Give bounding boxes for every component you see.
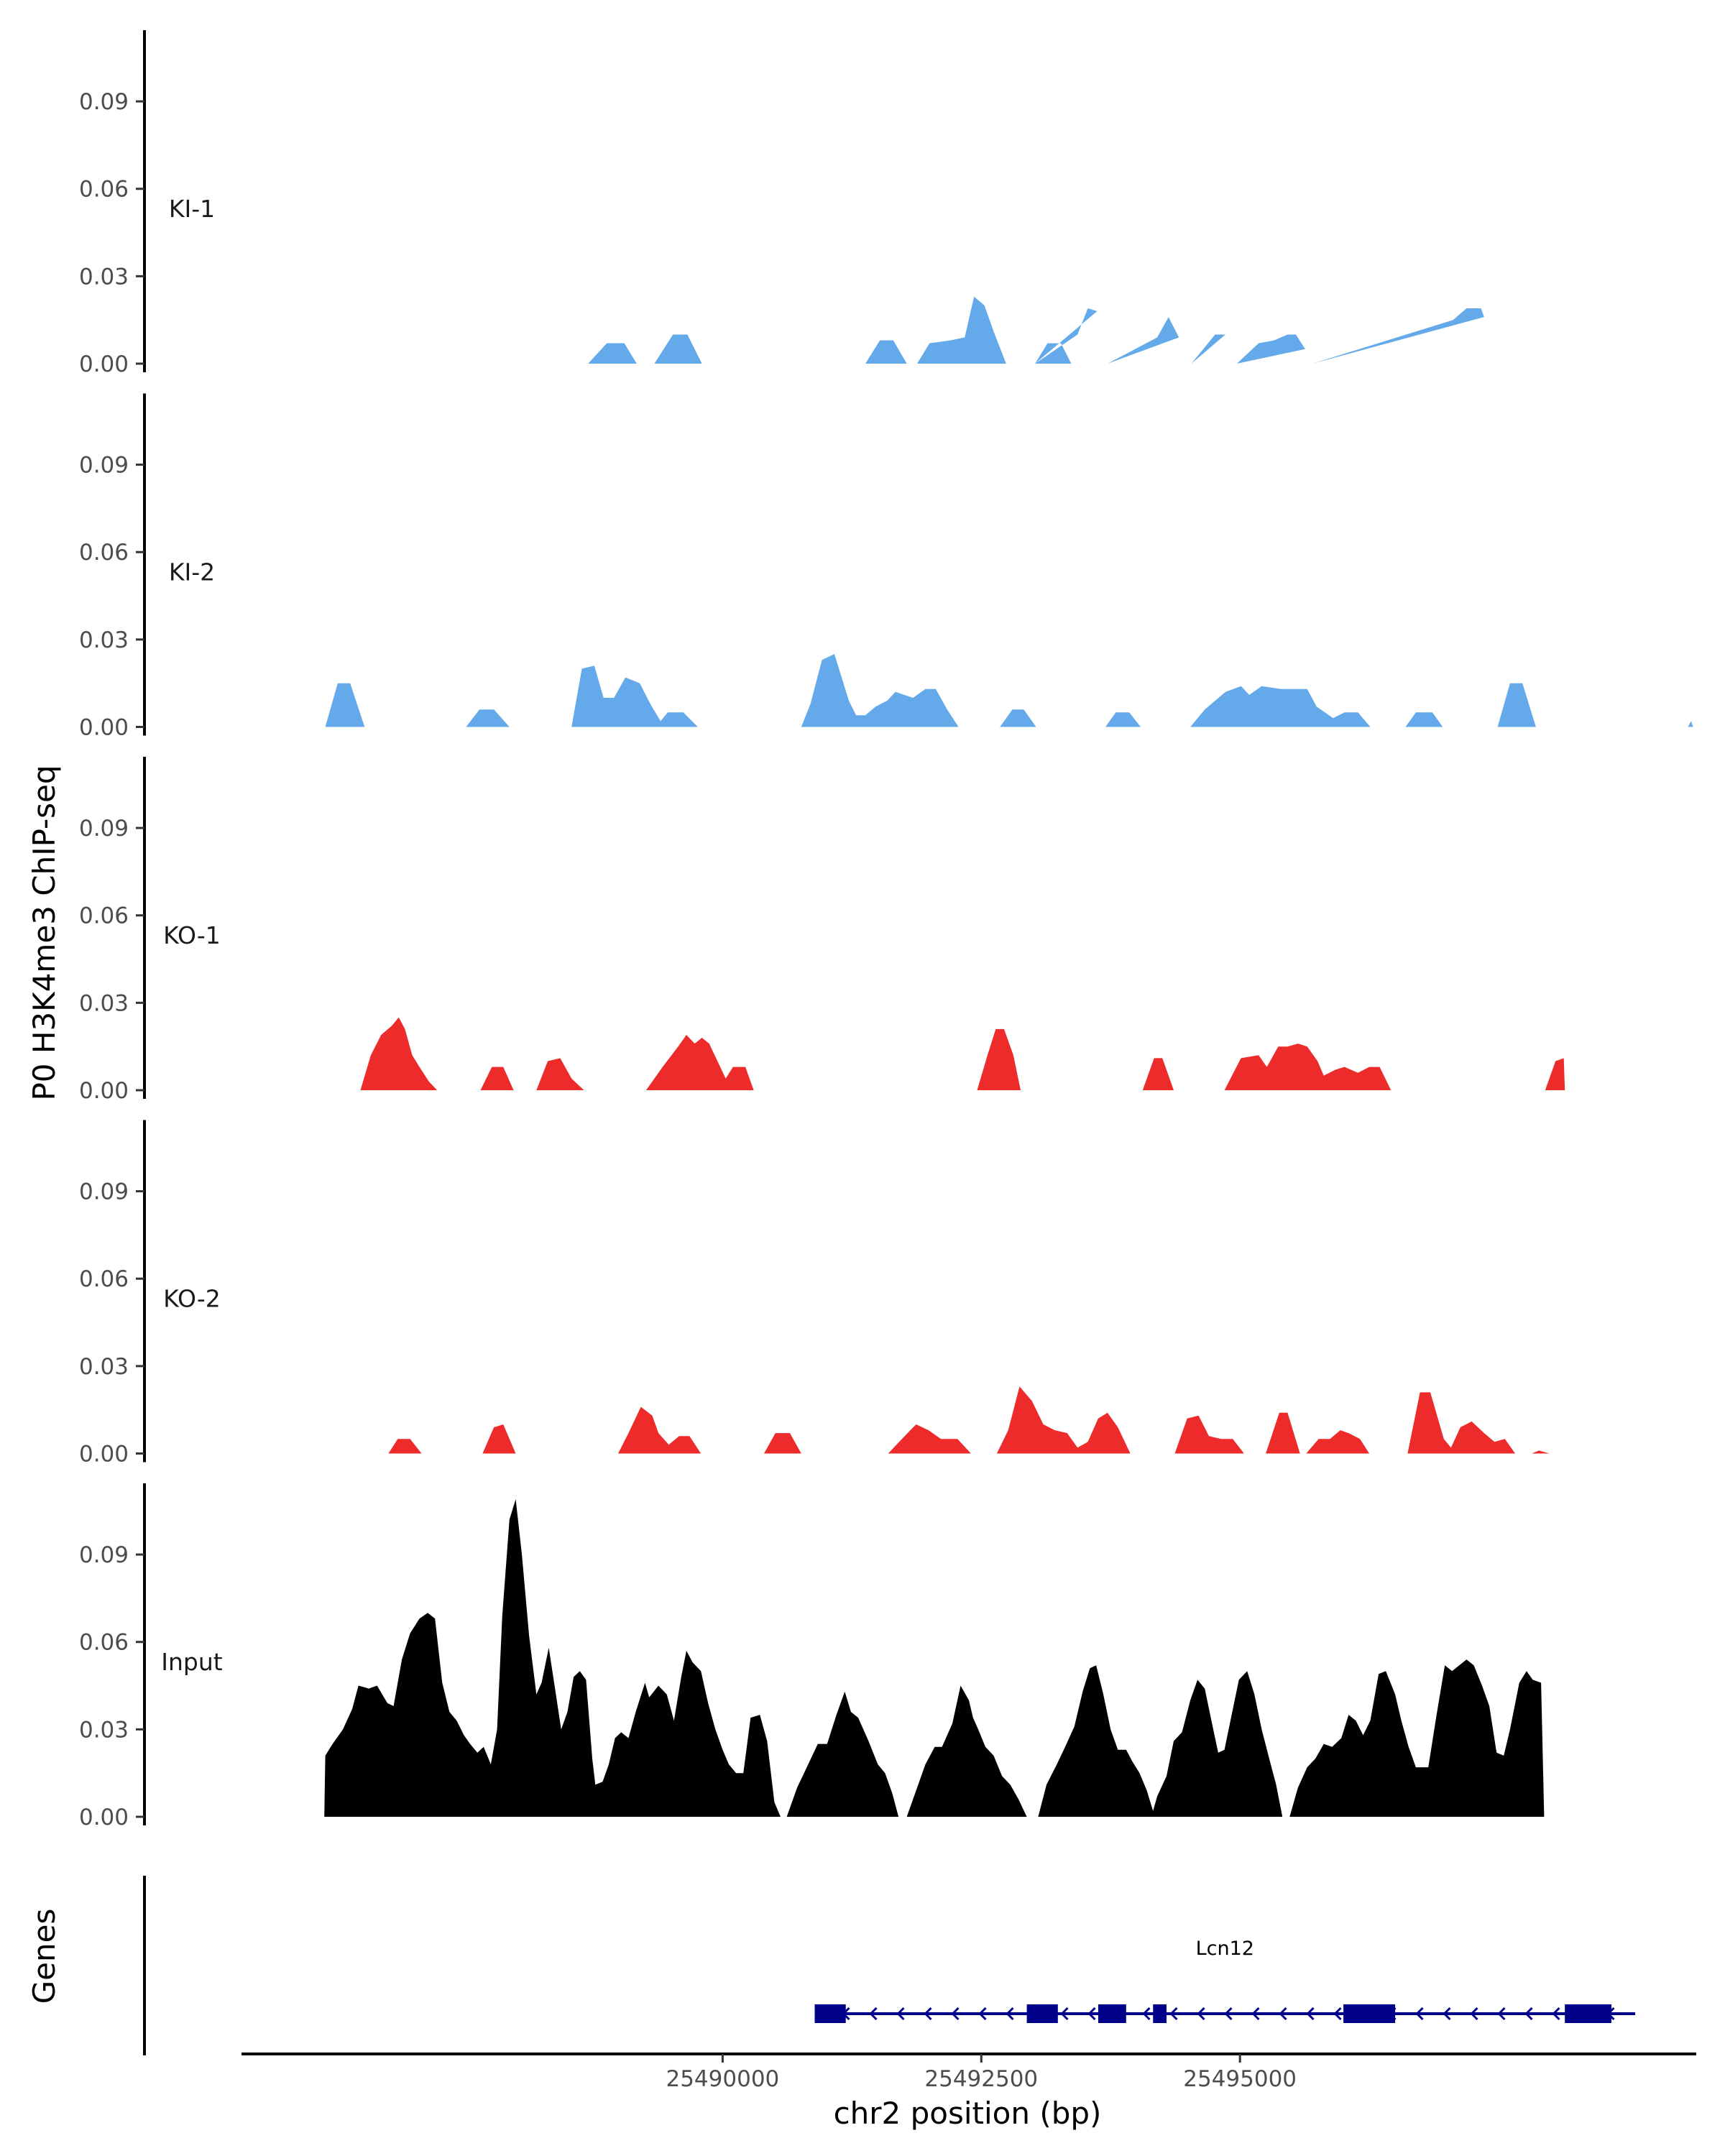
strand-arrow — [1251, 2007, 1260, 2021]
strand-arrow — [1142, 2007, 1151, 2021]
y-tick-label: 0.06 — [79, 903, 129, 929]
signal-area-ko-1 — [360, 1017, 1565, 1090]
strand-arrow — [1087, 2007, 1096, 2021]
x-axis-title: chr2 position (bp) — [834, 2096, 1102, 2131]
exon-block — [1343, 2004, 1396, 2023]
y-tick-label: 0.03 — [79, 264, 129, 290]
y-tick-label: 0.09 — [79, 1542, 129, 1568]
x-tick-label: 25495000 — [1183, 2066, 1297, 2092]
y-tick-label: 0.00 — [79, 1805, 129, 1830]
signal-area-input — [324, 1499, 1545, 1817]
strand-arrow — [1197, 2007, 1205, 2021]
strand-arrow — [1524, 2007, 1533, 2021]
track-input: 0.00 0.03 0.06 0.09 Input — [79, 1483, 1545, 1830]
track-ko-2: 0.00 0.03 0.06 0.09 KO-2 — [79, 1120, 1550, 1468]
y-tick-label: 0.09 — [79, 453, 129, 479]
strand-arrow — [978, 2007, 987, 2021]
strand-arrow — [1169, 2007, 1178, 2021]
y-tick-label: 0.03 — [79, 1717, 129, 1743]
signal-area-ki-1 — [588, 296, 1484, 364]
y-tick-label: 0.06 — [79, 1630, 129, 1656]
exon-block — [1565, 2004, 1611, 2023]
strand-arrow — [896, 2007, 905, 2021]
exon-block — [1098, 2004, 1126, 2023]
track-ki-2: 0.00 0.03 0.06 0.09 KI-2 — [79, 393, 1693, 741]
strand-arrow — [1333, 2007, 1342, 2021]
strand-arrow — [1279, 2007, 1287, 2021]
track-ki-1: 0.00 0.03 0.06 0.09 KI-1 — [79, 30, 1484, 377]
track-label: KI-2 — [169, 558, 215, 586]
track-label: KO-2 — [163, 1285, 221, 1313]
y-tick-label: 0.09 — [79, 89, 129, 115]
y-tick-label: 0.06 — [79, 1266, 129, 1292]
strand-arrow — [951, 2007, 960, 2021]
y-tick-label: 0.06 — [79, 540, 129, 566]
strand-arrow — [1470, 2007, 1478, 2021]
y-tick-label: 0.03 — [79, 1354, 129, 1380]
track-label: KO-1 — [163, 921, 221, 949]
strand-arrow — [1415, 2007, 1424, 2021]
y-tick-label: 0.00 — [79, 351, 129, 377]
gene-panel-label: Genes — [27, 1909, 62, 2004]
exon-block — [814, 2004, 846, 2023]
strand-arrow — [1306, 2007, 1315, 2021]
x-tick-label: 25490000 — [666, 2066, 779, 2092]
y-tick-label: 0.00 — [79, 1078, 129, 1104]
y-tick-label: 0.09 — [79, 1179, 129, 1205]
strand-arrow — [1224, 2007, 1233, 2021]
strand-arrow — [924, 2007, 932, 2021]
signal-area-ko-2 — [388, 1386, 1550, 1454]
strand-arrow — [1443, 2007, 1451, 2021]
track-label: KI-1 — [169, 195, 215, 223]
gene-name-label: Lcn12 — [1196, 1938, 1254, 1960]
exon-block — [1026, 2004, 1058, 2023]
gene-annotation: Lcn12 — [143, 1876, 1636, 2055]
strand-arrow — [869, 2007, 878, 2021]
y-axis-title: P0 H3K4me3 ChIP-seq — [27, 765, 62, 1100]
x-tick-label: 25492500 — [924, 2066, 1038, 2092]
y-tick-label: 0.00 — [79, 1442, 129, 1468]
strand-arrow — [1060, 2007, 1069, 2021]
x-axis: 25490000 25492500 25495000 — [242, 2053, 1696, 2092]
y-tick-label: 0.00 — [79, 715, 129, 741]
exon-block — [1153, 2004, 1167, 2023]
y-tick-label: 0.09 — [79, 816, 129, 842]
track-label: Input — [161, 1648, 223, 1676]
y-tick-label: 0.03 — [79, 990, 129, 1016]
track-ko-1: 0.00 0.03 0.06 0.09 KO-1 — [79, 757, 1565, 1104]
y-tick-label: 0.06 — [79, 177, 129, 203]
strand-arrow — [1552, 2007, 1560, 2021]
strand-arrow — [1006, 2007, 1014, 2021]
strand-arrow — [1497, 2007, 1506, 2021]
signal-area-ki-2 — [325, 654, 1693, 727]
y-tick-label: 0.03 — [79, 627, 129, 653]
tracks-group: 0.00 0.03 0.06 0.09 KI-1 0.00 0.03 0.06 0.09 KI-2… — [79, 30, 1693, 1830]
gene-lcn12: Lcn12 — [814, 1938, 1636, 2023]
